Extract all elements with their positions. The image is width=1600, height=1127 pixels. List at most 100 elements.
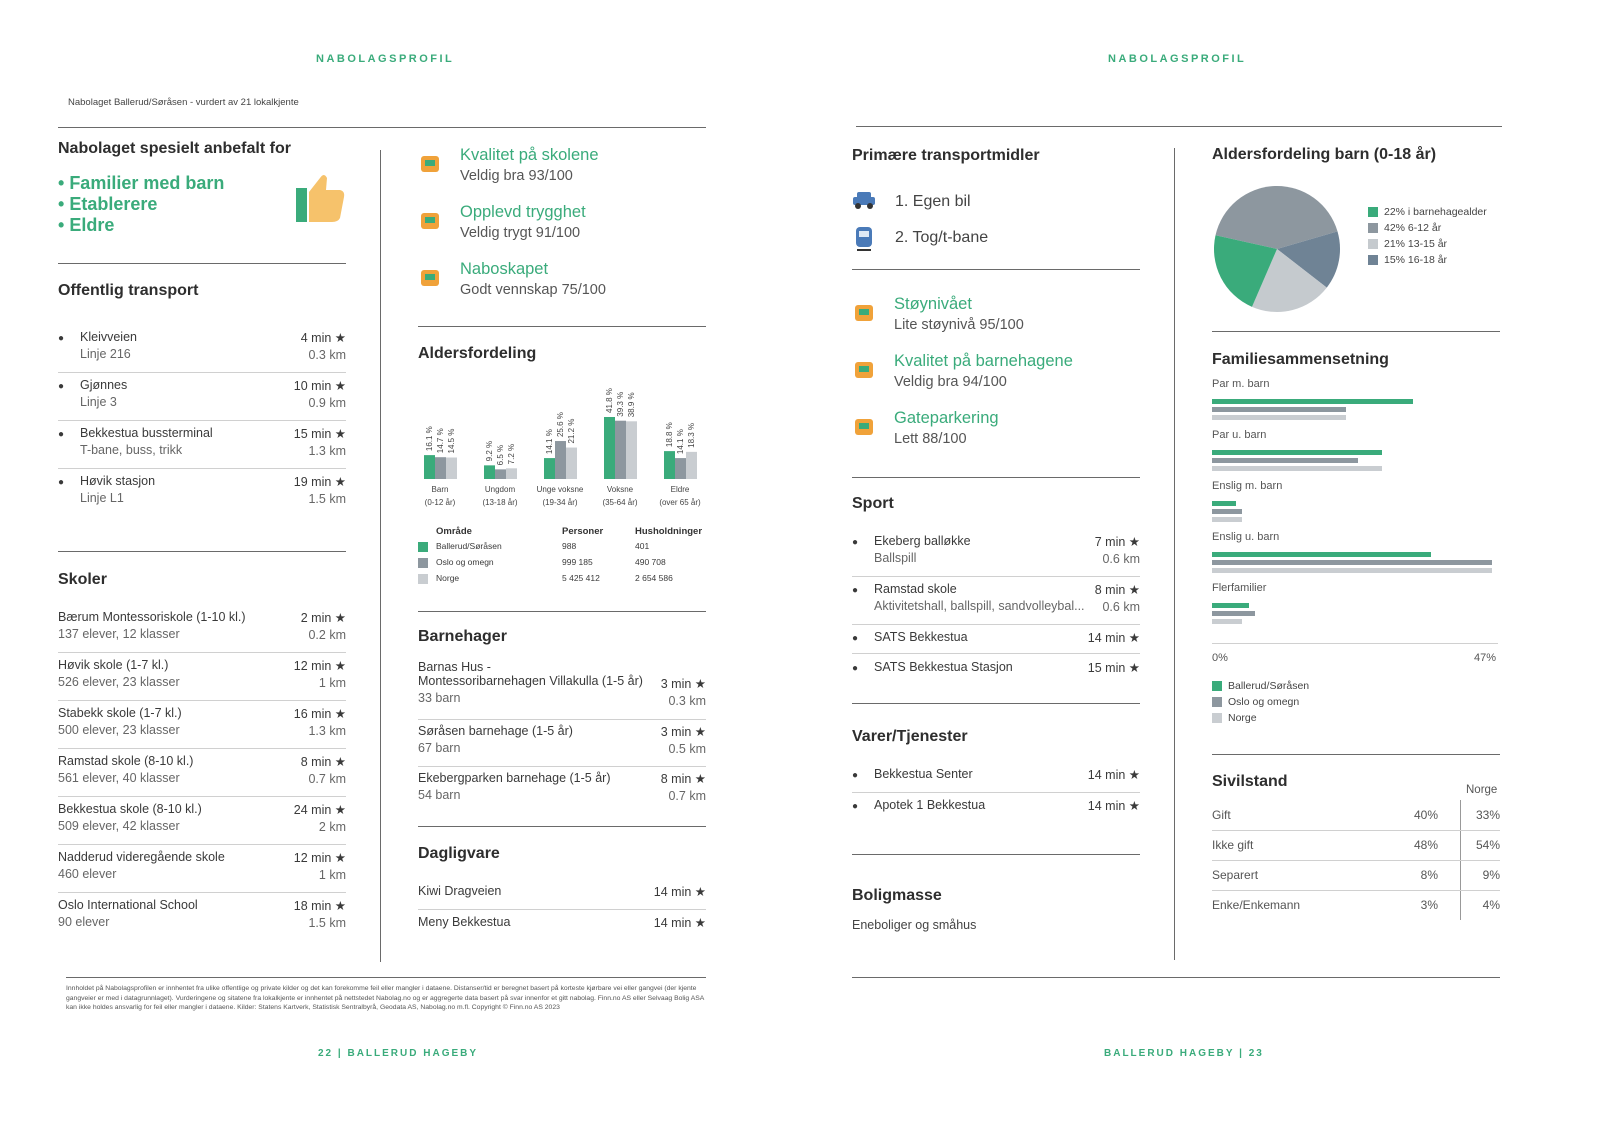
family-bar [1212,466,1383,471]
bus-stop-icon: ● [58,333,65,344]
walk-time: 10 min ★ [294,378,346,393]
age-bar [484,465,495,479]
walk-time: 18 min ★ [294,898,346,913]
row-name: Ramstad skole (8-10 kl.) [58,754,194,768]
walk-time: 2 min ★ [301,610,346,625]
walk-icon: ★ [331,427,346,441]
age-table-row: Oslo og omegn 999 185 490 708 [418,555,708,571]
row-name: Stabekk skole (1-7 kl.) [58,706,182,720]
age-bar [435,457,446,479]
rating-value: Godt vennskap 75/100 [460,282,606,298]
row-sub: 90 elever [58,915,110,929]
bar-value-label: 16.1 % [425,426,434,451]
walk-icon: ★ [331,379,346,393]
rating-value: Veldig trygt 91/100 [460,225,581,241]
family-bar [1212,501,1237,506]
row-sub: 54 barn [418,788,461,802]
persons: 999 185 [562,557,593,567]
walk-icon: ★ [331,755,346,769]
sport-row: ● Ekeberg balløkke Ballspill 7 min ★ 0.6 km [852,534,1140,582]
row-name: Apotek 1 Bekkestua [874,798,986,812]
row-sub: Linje L1 [80,491,124,505]
age-table: Område Personer Husholdninger Ballerud/S… [418,526,708,587]
row-sub: 137 elever, 12 klasser [58,627,180,641]
page-header-left: NABOLAGSPROFIL [316,53,455,65]
category-label: (over 65 år) [659,498,701,507]
rating-title: Støynivået [894,295,972,313]
distance: 2 km [318,820,346,834]
walk-icon: ★ [1125,583,1140,597]
category-label: Eldre [671,485,690,494]
lock-icon [418,209,442,233]
distance: 1.5 km [308,916,346,930]
sport-icon: ● [852,663,859,674]
time-value: 14 min [653,885,692,899]
time-value: 15 min [1087,661,1126,675]
distance: 0.7 km [308,772,346,786]
family-bar [1212,619,1243,624]
bus-stop-icon: ● [58,429,65,440]
walk-icon: ★ [1125,661,1140,675]
bell-icon [852,301,876,325]
category-label: (0-12 år) [425,498,456,507]
sport-row: ● SATS Bekkestua Stasjon 15 min ★ [852,660,1140,708]
transport-row: ● Bekkestua bussterminal T-bane, buss, tri… [58,426,346,474]
playground-icon [852,358,876,382]
civil-status-row: Gift 40% 33% [1212,806,1500,836]
train-icon [854,226,874,257]
age-table-row: Ballerud/Søråsen 988 401 [418,539,708,555]
family-category-label: Enslig m. barn [1212,480,1283,492]
row-sub: 33 barn [418,691,461,705]
school-row: Stabekk skole (1-7 kl.) 500 elever, 23 kl… [58,706,346,754]
distance: 0.9 km [308,396,346,410]
row-name: Høvik skole (1-7 kl.) [58,658,169,672]
public-transport-title: Offentlig transport [58,282,199,299]
walk-icon: ★ [691,677,706,691]
walk-time: 14 min ★ [654,884,706,899]
family-bar [1212,560,1492,565]
civil-norge-value: 4% [1482,898,1500,912]
family-bar [1212,450,1383,455]
bar-value-label: 9.2 % [485,441,494,461]
walk-time: 24 min ★ [294,802,346,817]
walk-time: 12 min ★ [294,658,346,673]
store-icon: ● [852,770,859,781]
age-bar [566,447,577,479]
walk-icon: ★ [1125,631,1140,645]
pie-slice [1215,186,1338,249]
distance: 0.6 km [1102,600,1140,614]
row-name: Kleivveien [80,330,137,344]
family-bar [1212,399,1413,404]
row-sub: 460 elever [58,867,117,881]
age-bar [544,458,555,479]
row-sub: 509 elever, 42 klasser [58,819,180,833]
school-icon [418,152,442,176]
kids-age-title: Aldersfordeling barn (0-18 år) [1212,146,1437,163]
family-bar [1212,552,1432,557]
rating-value: Lite støynivå 95/100 [894,317,1024,333]
walk-icon: ★ [1125,799,1140,813]
row-name: Bekkestua skole (8-10 kl.) [58,802,202,816]
age-distribution-chart: 16.1 % 14.7 % 14.5 % Barn (0-12 år) 9.2 % 6.5 … [424,388,701,507]
civil-local-value: 48% [1413,838,1438,852]
time-value: 12 min [293,851,332,865]
time-value: 24 min [293,803,332,817]
time-value: 14 min [1087,631,1126,645]
housing-value: Eneboliger og småhus [852,918,977,932]
kindergarten-row: Barnas Hus - Montessoribarnehagen Villaku… [418,660,706,720]
walk-time: 3 min ★ [661,676,706,691]
walk-time: 19 min ★ [294,474,346,489]
bar-value-label: 14.5 % [447,429,456,454]
rating-title: Kvalitet på skolene [460,146,599,164]
school-row: Bærum Montessoriskole (1-10 kl.) 137 elev… [58,610,346,658]
bus-stop-icon: ● [58,477,65,488]
walk-icon: ★ [331,851,346,865]
page-number-left: 22 | BALLERUD HAGEBY [318,1048,479,1059]
row-sub: 526 elever, 23 klasser [58,675,180,689]
transport-row: ● Høvik stasjon Linje L1 19 min ★ 1.5 km [58,474,346,522]
family-bar [1212,458,1359,463]
walk-time: 8 min ★ [661,771,706,786]
transport-item: 2. Tog/t-bane [895,229,989,246]
primary-transport-title: Primære transportmidler [852,147,1040,164]
recommended-title: Nabolaget spesielt anbefalt for [58,140,291,157]
